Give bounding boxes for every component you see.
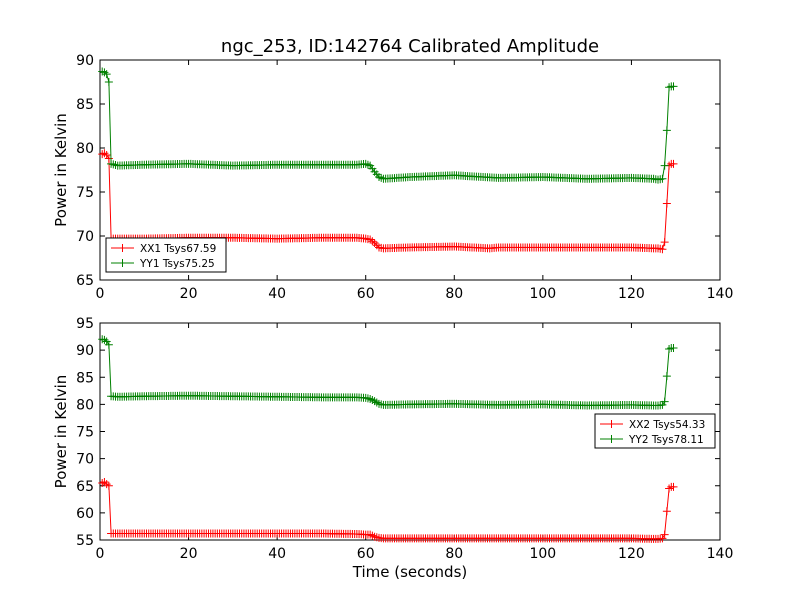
data-point <box>662 126 671 135</box>
y-tick-label: 90 <box>76 53 94 69</box>
y-tick-label: 85 <box>76 370 94 386</box>
y-axis-label: Power in Kelvin <box>52 375 70 489</box>
x-tick-label: 140 <box>707 546 734 562</box>
y-tick-label: 65 <box>76 273 94 289</box>
data-point <box>660 238 669 247</box>
series-markers <box>98 67 678 184</box>
x-tick-label: 100 <box>529 286 556 302</box>
data-point <box>104 154 113 163</box>
x-tick-label: 100 <box>529 546 556 562</box>
x-tick-label: 0 <box>96 546 105 562</box>
data-point <box>669 82 678 91</box>
y-tick-label: 75 <box>76 185 94 201</box>
y-tick-label: 55 <box>76 533 94 549</box>
data-point <box>662 372 671 381</box>
x-tick-label: 120 <box>618 286 645 302</box>
y-tick-label: 70 <box>76 229 94 245</box>
y-tick-label: 95 <box>76 316 94 332</box>
bottom-panel: 0 20 40 60 80 100 120 140 55 60 65 70 75 80 85 90 95 Powe… <box>52 316 733 581</box>
legend-marker <box>118 244 127 252</box>
x-tick-label: 60 <box>357 286 375 302</box>
x-tick-label: 60 <box>357 546 375 562</box>
data-point <box>658 245 667 254</box>
legend-box <box>105 237 227 273</box>
y-tick-label: 85 <box>76 97 94 113</box>
x-tick-label: 20 <box>180 286 198 302</box>
data-point <box>669 343 678 352</box>
x-tick-label: 20 <box>180 546 198 562</box>
y-tick-label: 80 <box>76 397 94 413</box>
data-point <box>104 481 113 490</box>
data-point <box>660 161 669 170</box>
series-markers <box>98 477 678 543</box>
series-markers <box>98 335 678 410</box>
figure-title: ngc_253, ID:142764 Calibrated Amplitude <box>221 36 599 57</box>
y-tick-label: 65 <box>76 479 94 495</box>
legend-label: XX1 Tsys67.59 <box>140 243 216 255</box>
data-point <box>669 159 678 168</box>
data-point <box>658 174 667 183</box>
y-tick-label: 90 <box>76 343 94 359</box>
data-point <box>662 199 671 208</box>
data-point <box>104 340 113 349</box>
data-point <box>662 507 671 516</box>
legend-label: YY2 Tsys78.11 <box>628 434 704 446</box>
y-tick-label: 60 <box>76 506 94 522</box>
y-axis-label: Power in Kelvin <box>52 113 70 227</box>
top-panel: 0 20 40 60 80 100 120 140 65 70 75 80 85 90 Power in K… <box>52 53 733 302</box>
x-axis-label: Time (seconds) <box>352 563 468 581</box>
legend-box <box>594 413 716 449</box>
x-tick-label: 0 <box>96 286 105 302</box>
data-point <box>669 482 678 491</box>
x-tick-label: 80 <box>445 546 463 562</box>
data-point <box>104 78 113 86</box>
x-tick-label: 40 <box>268 546 286 562</box>
y-tick-label: 75 <box>76 425 94 441</box>
data-point <box>102 70 111 79</box>
x-tick-label: 140 <box>707 286 734 302</box>
x-tick-label: 80 <box>445 286 463 302</box>
y-tick-label: 80 <box>76 141 94 157</box>
legend-marker <box>607 420 616 428</box>
y-tick-label: 70 <box>76 452 94 468</box>
legend-marker <box>607 435 616 443</box>
legend-label: XX2 Tsys54.33 <box>629 419 705 431</box>
data-point <box>660 530 669 539</box>
legend-label: YY1 Tsys75.25 <box>139 258 215 270</box>
legend-marker <box>118 259 127 267</box>
x-tick-label: 120 <box>618 546 645 562</box>
x-tick-label: 40 <box>268 286 286 302</box>
data-point <box>660 397 669 406</box>
